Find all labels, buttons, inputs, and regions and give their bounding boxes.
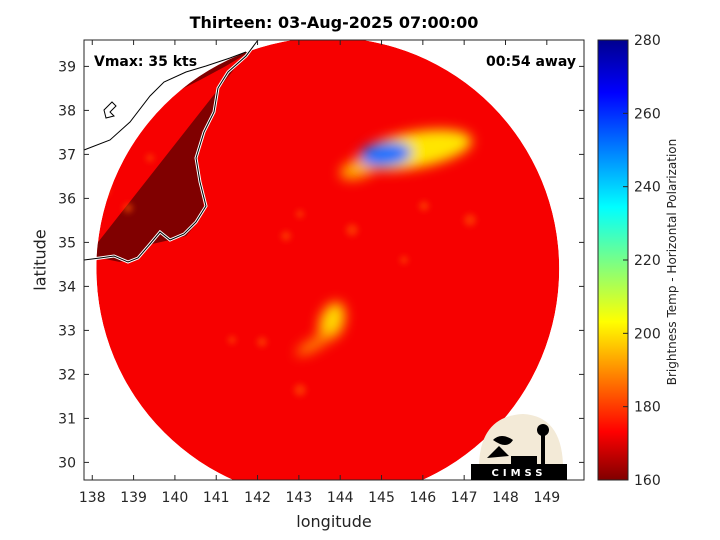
- y-tick-label: 34: [58, 279, 76, 295]
- x-tick-label: 143: [286, 490, 313, 506]
- x-tick-label: 146: [409, 490, 436, 506]
- x-tick-label: 144: [327, 490, 354, 506]
- texture-speck: [281, 231, 291, 241]
- y-tick-label: 32: [58, 367, 76, 383]
- y-tick-label: 33: [58, 323, 76, 339]
- island-outline: [103, 101, 117, 119]
- texture-speck: [464, 214, 476, 226]
- texture-speck: [123, 203, 133, 213]
- x-tick-label: 147: [451, 490, 478, 506]
- x-tick-label: 138: [79, 490, 106, 506]
- texture-speck: [294, 384, 306, 396]
- y-tick-label: 35: [58, 235, 76, 251]
- y-axis-label: latitude: [30, 229, 50, 291]
- vmax-annotation: Vmax: 35 kts: [94, 54, 198, 70]
- coastline-outside: [83, 51, 247, 151]
- colorbar-tick-label: 220: [634, 253, 661, 269]
- feature-band-arc: [296, 331, 335, 356]
- colorbar-label: Brightness Temp - Horizontal Polarizatio…: [665, 138, 679, 386]
- time-offset-annotation: 00:54 away: [486, 54, 576, 70]
- y-tick-label: 39: [58, 59, 76, 75]
- colorbar-tick-label: 280: [634, 33, 661, 49]
- y-tick-label: 37: [58, 147, 76, 163]
- x-tick-label: 145: [368, 490, 395, 506]
- texture-speck: [228, 336, 236, 344]
- feature-south-band: [318, 302, 346, 341]
- x-tick-label: 148: [492, 490, 519, 506]
- colorbar-tick-label: 240: [634, 180, 661, 196]
- y-tick-label: 31: [58, 411, 76, 427]
- y-axis: 30 31 32 33 34 35 36 37 38 39: [58, 59, 584, 471]
- colorbar-tick-label: 160: [634, 473, 661, 489]
- texture-speck: [346, 224, 358, 236]
- x-tick-label: 149: [533, 490, 560, 506]
- colorbar-tick-label: 260: [634, 106, 661, 122]
- colorbar-ticks: 160 180 200 220 240 260 280: [623, 33, 661, 489]
- y-tick-label: 36: [58, 191, 76, 207]
- texture-speck: [419, 201, 429, 211]
- texture-speck: [400, 256, 408, 264]
- x-tick-label: 140: [162, 490, 189, 506]
- x-tick-label: 142: [244, 490, 271, 506]
- colorbar-tick-label: 200: [634, 326, 661, 342]
- x-axis: 138 139 140 141 142 143 144 145 146 147 148 149: [79, 40, 560, 506]
- y-tick-label: 38: [58, 103, 76, 119]
- dish-icon: [487, 436, 513, 458]
- texture-speck: [296, 210, 304, 218]
- axes-frame: [83, 39, 585, 481]
- feature-cold-core: [359, 142, 412, 167]
- colorbar-tick-label: 180: [634, 400, 661, 416]
- x-tick-label: 141: [203, 490, 230, 506]
- cimss-logo: CIMSS: [471, 414, 567, 480]
- texture-speck: [146, 154, 154, 162]
- x-axis-label: longitude: [296, 512, 372, 531]
- y-tick-label: 30: [58, 455, 76, 471]
- texture-speck: [257, 337, 267, 347]
- coastline-inner: [83, 39, 259, 263]
- logo-text: CIMSS: [492, 468, 547, 479]
- x-tick-label: 139: [120, 490, 147, 506]
- chart-title: Thirteen: 03-Aug-2025 07:00:00: [189, 13, 479, 32]
